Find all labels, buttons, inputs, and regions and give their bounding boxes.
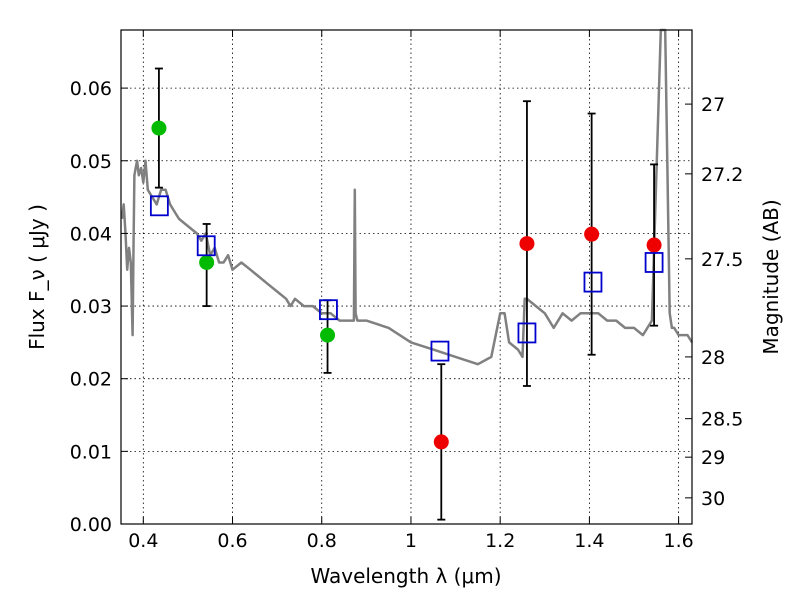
y-tick-label: 0.02: [70, 369, 112, 391]
y-right-tick-label: 28: [701, 347, 725, 369]
y-right-tick-label: 30: [701, 488, 725, 510]
plot-background: [121, 30, 692, 524]
ticks: 0.4 0.6 0.8 1 1.2 1.4 1.6 0.00 0.01 0.02 0.03 0.04 0…: [70, 30, 743, 552]
data-point: [646, 237, 662, 253]
x-tick-label: 0.8: [307, 530, 337, 552]
spectrum-line: [120, 28, 694, 366]
y-axis-label: Flux F_ν ( μJy ): [25, 204, 49, 350]
y-right-axis-label: Magnitude (AB): [759, 199, 783, 354]
x-tick-label: 1.4: [574, 530, 604, 552]
model-square-point: [319, 299, 338, 321]
spectrum-layer: [120, 28, 694, 366]
y-tick-label: 0.04: [70, 223, 112, 245]
x-tick-label: 1.2: [485, 530, 515, 552]
plot-frame: [120, 29, 693, 525]
data-point: [199, 254, 215, 270]
y-right-tick-label: 27.5: [701, 249, 743, 271]
data-point: [151, 120, 167, 136]
model-square-point: [517, 322, 537, 344]
y-tick-label: 0.01: [70, 441, 112, 463]
x-tick-label: 0.6: [217, 530, 247, 552]
points-layer: [149, 120, 664, 450]
y-tick-label: 0.00: [70, 514, 112, 536]
y-tick-label: 0.03: [70, 296, 112, 318]
y-tick-label: 0.05: [70, 151, 112, 173]
data-point: [433, 434, 449, 450]
y-right-tick-label: 27: [701, 94, 725, 116]
model-square-point: [149, 195, 169, 217]
data-point: [320, 327, 336, 343]
y-right-tick-label: 28.5: [701, 409, 743, 431]
data-point: [519, 236, 535, 252]
y-right-tick-label: 27.2: [701, 164, 743, 186]
data-point: [584, 226, 600, 242]
model-square-point: [430, 340, 450, 362]
model-square-point: [583, 271, 603, 293]
x-tick-label: 1.6: [664, 530, 694, 552]
x-tick-label: 0.4: [128, 530, 158, 552]
model-square-point: [644, 252, 664, 273]
model-square-point: [196, 235, 216, 257]
y-tick-label: 0.06: [70, 78, 112, 100]
y-right-tick-label: 29: [701, 447, 725, 469]
x-axis-label: Wavelength λ (μm): [310, 564, 501, 588]
x-tick-label: 1: [405, 530, 417, 552]
